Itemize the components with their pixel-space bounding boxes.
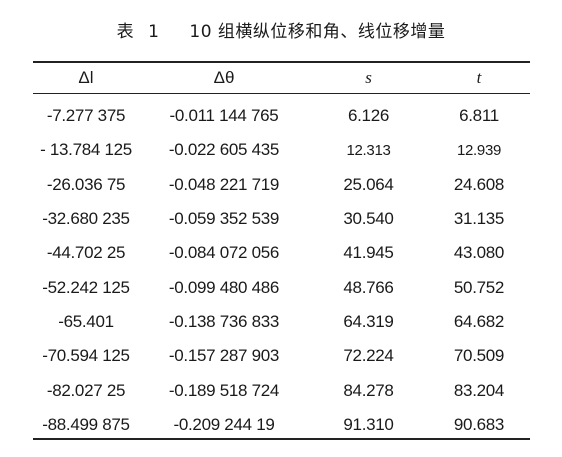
cell-s: 41.945: [343, 243, 394, 263]
cell-delta-theta: -0.209 244 19: [173, 414, 275, 434]
cell-s: 84.278: [343, 380, 394, 400]
cell-t: 50.752: [453, 277, 505, 297]
caption-number: 1: [148, 22, 160, 42]
table-row: - 13.784 125 -0.022 605 435 12.313 12.93…: [33, 133, 530, 167]
cell-s: 48.766: [343, 277, 394, 297]
header-delta-l: Δl: [33, 68, 139, 88]
cell-delta-l: -70.594 125: [42, 346, 130, 366]
cell-t: 90.683: [453, 414, 505, 434]
cell-s: 30.540: [343, 209, 394, 229]
table-caption: 表 1 10 组横纵位移和角、线位移增量: [0, 17, 562, 42]
cell-t: 6.811: [459, 106, 499, 126]
header-delta-theta: Δθ: [139, 68, 309, 88]
caption-label: 表: [116, 22, 135, 42]
header-t: t: [476, 67, 482, 87]
table-row: -70.594 125 -0.157 287 903 72.224 70.509: [33, 339, 530, 373]
cell-delta-l: -65.401: [58, 311, 114, 331]
table-row: -88.499 875 -0.209 244 19 91.310 90.683: [33, 408, 530, 442]
table-row: -26.036 75 -0.048 221 719 25.064 24.608: [33, 168, 530, 202]
cell-delta-theta: -0.022 605 435: [168, 140, 280, 160]
cell-delta-l: -26.036 75: [46, 174, 126, 194]
cell-delta-theta: -0.011 144 765: [169, 106, 279, 126]
cell-s: 25.064: [343, 174, 394, 194]
cell-s: 72.224: [343, 346, 394, 366]
cell-s: 12.313: [346, 141, 391, 159]
cell-delta-l: -7.277 375: [46, 106, 126, 126]
table-row: -52.242 125 -0.099 480 486 48.766 50.752: [33, 270, 530, 304]
table-header-rule: [33, 93, 530, 94]
cell-delta-l: -82.027 25: [46, 380, 126, 400]
cell-t: 24.608: [453, 174, 505, 194]
table-bottom-rule: [33, 438, 530, 440]
table-row: -32.680 235 -0.059 352 539 30.540 31.135: [33, 202, 530, 236]
cell-delta-l: -44.702 25: [46, 243, 126, 263]
cell-delta-theta: -0.084 072 056: [168, 243, 280, 263]
cell-s: 6.126: [347, 106, 390, 126]
cell-delta-theta: -0.157 287 903: [168, 346, 280, 366]
cell-delta-theta: -0.048 221 719: [168, 174, 280, 194]
table-row: -82.027 25 -0.189 518 724 84.278 83.204: [33, 373, 530, 407]
table-row: -44.702 25 -0.084 072 056 41.945 43.080: [33, 236, 530, 270]
cell-delta-l: - 13.784 125: [40, 140, 132, 160]
cell-t: 43.080: [453, 243, 505, 263]
cell-delta-l: -32.680 235: [42, 209, 130, 229]
cell-t: 70.509: [453, 346, 505, 366]
caption-text: 10 组横纵位移和角、线位移增量: [189, 22, 446, 42]
header-s: s: [365, 67, 372, 87]
cell-delta-l: -52.242 125: [42, 277, 130, 297]
header-delta-l-text: Δl: [78, 67, 94, 87]
cell-delta-theta: -0.099 480 486: [168, 277, 280, 297]
table-row: -65.401 -0.138 736 833 64.319 64.682: [33, 305, 530, 339]
cell-delta-theta: -0.059 352 539: [168, 209, 280, 229]
table-row: -7.277 375 -0.011 144 765 6.126 6.811: [33, 99, 530, 133]
cell-t: 64.682: [453, 311, 505, 331]
cell-delta-l: -88.499 875: [42, 414, 130, 434]
cell-s: 64.319: [343, 311, 394, 331]
cell-t: 31.135: [453, 209, 505, 229]
cell-t: 12.939: [456, 141, 502, 159]
cell-delta-theta: -0.189 518 724: [168, 380, 280, 400]
table-body: -7.277 375 -0.011 144 765 6.126 6.811 - …: [33, 99, 530, 442]
cell-t: 83.204: [453, 380, 505, 400]
table-header: Δl Δθ s t: [33, 62, 530, 93]
header-delta-theta-text: Δθ: [213, 67, 235, 87]
table-top-rule: [33, 61, 530, 63]
cell-delta-theta: -0.138 736 833: [168, 311, 280, 331]
cell-s: 91.310: [343, 414, 394, 434]
